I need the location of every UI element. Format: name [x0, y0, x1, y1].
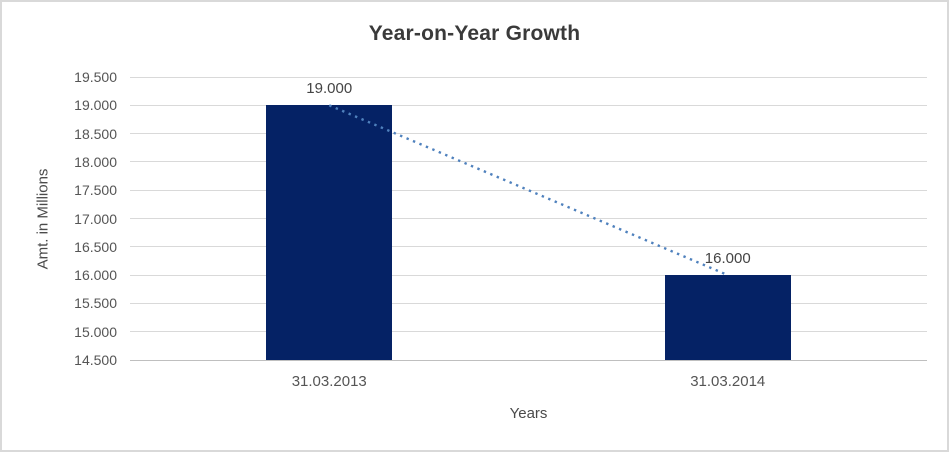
gridline [130, 246, 927, 248]
y-tick-label: 18.000 [74, 153, 117, 170]
gridline [130, 161, 927, 163]
gridline [130, 133, 927, 135]
x-axis-title: Years [509, 405, 548, 422]
gridline [130, 104, 927, 106]
gridline [130, 331, 927, 333]
y-tick-label: 16.000 [74, 267, 117, 284]
gridline [130, 189, 927, 191]
gridline [130, 274, 927, 276]
y-tick-label: 17.000 [74, 210, 117, 227]
y-tick-label: 15.500 [74, 295, 117, 312]
plot-area: 19.000 16.000 [130, 76, 927, 361]
x-tick-label: 31.03.2014 [690, 373, 766, 390]
gridline [130, 302, 927, 304]
chart-title: Year-on-Year Growth [368, 22, 581, 45]
bar-31.03.2013 [266, 105, 393, 360]
x-axis-line [130, 360, 927, 361]
y-tick-label: 19.000 [74, 97, 117, 114]
y-tick-label: 16.500 [74, 238, 117, 255]
y-tick-label: 15.000 [74, 323, 117, 340]
gridline [130, 218, 927, 219]
y-tick-label: 18.500 [74, 125, 117, 142]
bar-31.03.2014 [664, 275, 791, 360]
bar-value-label: 16.000 [704, 250, 751, 268]
y-tick-label: 17.500 [74, 182, 117, 199]
y-tick-label: 19.500 [74, 69, 117, 85]
gridline [130, 76, 927, 78]
bar-value-label: 19.000 [306, 80, 353, 98]
x-tick-label: 31.03.2013 [291, 373, 367, 390]
y-tick-label: 14.500 [74, 352, 117, 368]
